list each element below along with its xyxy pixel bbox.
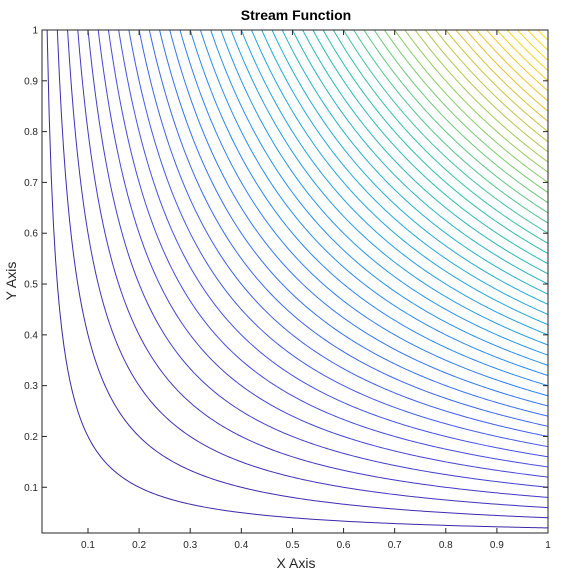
x-axis-ticks: 0.1 0.2 0.3 0.4 0.5 0.6 0.7 0.8 0.9 1 — [81, 30, 551, 551]
contour-line-6 — [97, 30, 548, 478]
contour-line-11 — [148, 30, 548, 427]
y-tick-label: 0.5 — [24, 280, 38, 291]
contour-line-13 — [169, 30, 548, 407]
contour-line-41 — [455, 30, 548, 122]
y-axis-ticks: 0.1 0.2 0.3 0.4 0.5 0.6 0.7 0.8 0.9 1 — [24, 26, 548, 494]
contour-line-43 — [476, 30, 548, 102]
axes-box — [41, 29, 549, 534]
contour-line-1 — [46, 30, 548, 529]
contour-line-8 — [118, 30, 548, 458]
contour-line-25 — [291, 30, 548, 285]
x-tick-label: 0.3 — [183, 540, 197, 551]
contour-line-14 — [179, 30, 548, 397]
contour-line-49 — [537, 30, 548, 41]
contour-line-28 — [322, 30, 548, 254]
x-tick-label: 0.4 — [234, 540, 248, 551]
contour-line-9 — [128, 30, 548, 448]
contour-line-18 — [220, 30, 548, 356]
contour-line-44 — [486, 30, 548, 92]
x-tick-label: 0.7 — [388, 540, 402, 551]
x-tick-label: 1 — [545, 540, 551, 551]
y-tick-label: 0.7 — [24, 178, 38, 189]
y-tick-label: 1 — [32, 26, 38, 37]
contour-line-39 — [435, 30, 548, 143]
y-tick-label: 0.1 — [24, 483, 38, 494]
contour-line-48 — [527, 30, 548, 51]
contour-line-17 — [210, 30, 548, 366]
contour-line-46 — [506, 30, 548, 72]
x-axis-label: X Axis — [277, 555, 316, 571]
y-tick-label: 0.9 — [24, 76, 38, 87]
contour-line-16 — [199, 30, 548, 376]
contour-line-29 — [332, 30, 548, 244]
y-tick-label: 0.6 — [24, 229, 38, 240]
contour-line-27 — [312, 30, 548, 265]
x-tick-label: 0.5 — [285, 540, 299, 551]
contour-line-15 — [189, 30, 548, 387]
y-tick-label: 0.3 — [24, 381, 38, 392]
y-tick-label: 0.4 — [24, 330, 38, 341]
contour-line-5 — [87, 30, 548, 488]
contour-line-21 — [251, 30, 548, 326]
y-tick-label: 0.2 — [24, 432, 38, 443]
chart-title: Stream Function — [241, 7, 351, 23]
x-tick-label: 0.6 — [337, 540, 351, 551]
contour-line-12 — [159, 30, 548, 417]
contour-line-34 — [384, 30, 548, 194]
plot-area — [42, 30, 548, 533]
y-axis-label: Y Axis — [3, 262, 19, 301]
contour-line-7 — [107, 30, 548, 468]
contour-line-24 — [281, 30, 548, 295]
contour-line-47 — [516, 30, 548, 61]
contour-line-10 — [138, 30, 548, 437]
contour-line-20 — [240, 30, 548, 336]
contour-line-40 — [445, 30, 548, 133]
contour-line-30 — [343, 30, 548, 234]
contour-line-26 — [302, 30, 548, 275]
x-tick-label: 0.9 — [490, 540, 504, 551]
contour-line-4 — [77, 30, 548, 498]
contour-line-42 — [465, 30, 548, 112]
contour-line-35 — [394, 30, 548, 183]
contour-lines — [46, 30, 548, 529]
contour-line-3 — [67, 30, 548, 509]
y-tick-label: 0.8 — [24, 127, 38, 138]
contour-line-22 — [261, 30, 548, 315]
contour-line-33 — [373, 30, 548, 204]
x-tick-label: 0.8 — [439, 540, 453, 551]
contour-line-37 — [414, 30, 548, 163]
x-tick-label: 0.2 — [132, 540, 146, 551]
contour-line-19 — [230, 30, 548, 346]
contour-line-45 — [496, 30, 548, 82]
contour-line-38 — [424, 30, 548, 153]
contour-line-2 — [56, 30, 548, 519]
contour-line-31 — [353, 30, 548, 224]
contour-line-32 — [363, 30, 548, 214]
contour-line-36 — [404, 30, 548, 173]
contour-line-23 — [271, 30, 548, 305]
x-tick-label: 0.1 — [81, 540, 95, 551]
